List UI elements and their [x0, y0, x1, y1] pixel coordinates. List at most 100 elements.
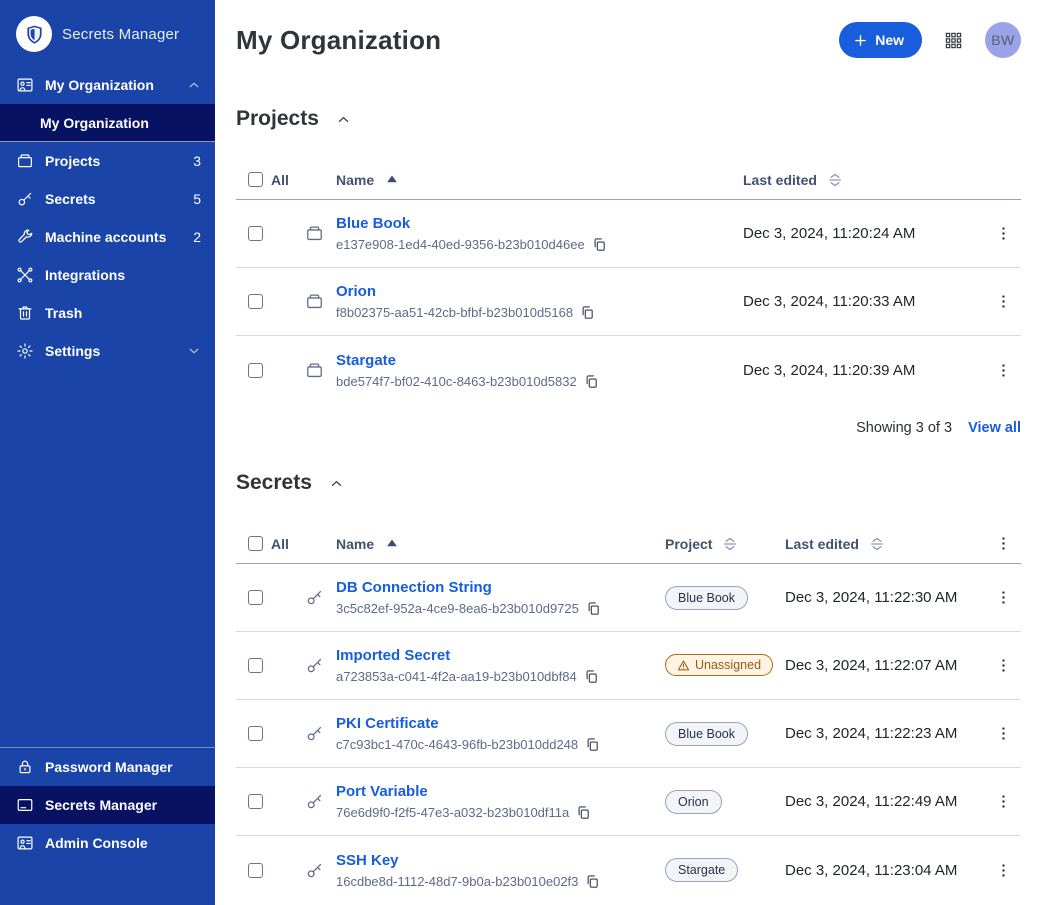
sidebar-item-label: Secrets Manager: [45, 797, 158, 813]
copy-icon[interactable]: [576, 805, 591, 820]
row-checkbox[interactable]: [248, 658, 263, 673]
secret-name-link[interactable]: Imported Secret: [336, 647, 451, 664]
kebab-icon: [995, 589, 1012, 606]
secret-name-link[interactable]: Port Variable: [336, 783, 428, 800]
sidebar-item-projects[interactable]: Projects 3: [0, 142, 215, 180]
sidebar-item-admin-console[interactable]: Admin Console: [0, 824, 215, 862]
app-switcher-button[interactable]: [942, 29, 965, 52]
row-checkbox[interactable]: [248, 362, 263, 378]
copy-icon[interactable]: [584, 374, 599, 389]
row-options-button[interactable]: [985, 358, 1021, 383]
trash-icon: [16, 304, 34, 322]
column-last-edited[interactable]: Last edited: [743, 171, 985, 189]
project-badge[interactable]: Stargate: [665, 858, 739, 882]
copy-icon[interactable]: [585, 874, 600, 889]
apps-grid-icon: [944, 31, 963, 50]
kebab-icon: [995, 535, 1012, 552]
row-checkbox[interactable]: [248, 590, 263, 605]
project-name-link[interactable]: Stargate: [336, 351, 397, 369]
select-all-checkbox[interactable]: [248, 536, 263, 551]
new-button[interactable]: New: [839, 22, 922, 58]
last-edited-value: Dec 3, 2024, 11:22:07 AM: [785, 657, 958, 674]
secrets-collapse-button[interactable]: [327, 474, 346, 493]
chevron-up-icon: [187, 78, 201, 92]
last-edited-value: Dec 3, 2024, 11:22:30 AM: [785, 589, 958, 606]
project-badge[interactable]: Blue Book: [665, 585, 748, 610]
row-checkbox[interactable]: [248, 794, 263, 809]
projects-collapse-button[interactable]: [334, 110, 353, 129]
view-all-link[interactable]: View all: [968, 420, 1021, 436]
unassigned-badge[interactable]: Unassigned: [665, 654, 774, 677]
copy-icon[interactable]: [584, 669, 599, 684]
last-edited-value: Dec 3, 2024, 11:20:33 AM: [743, 293, 916, 310]
project-badge[interactable]: Blue Book: [665, 721, 748, 746]
key-icon: [16, 190, 34, 208]
sidebar-group-my-organization[interactable]: My Organization: [0, 66, 215, 104]
row-checkbox[interactable]: [248, 726, 263, 741]
project-name-link[interactable]: Blue Book: [336, 215, 411, 232]
copy-icon[interactable]: [585, 737, 600, 752]
secret-name-link[interactable]: DB Connection String: [336, 579, 492, 596]
admin-console-icon: [16, 834, 34, 852]
avatar-initials: BW: [991, 32, 1015, 48]
project-badge[interactable]: Orion: [665, 789, 722, 814]
sidebar-item-label: Settings: [45, 343, 101, 359]
page-header: My Organization New BW: [236, 20, 1021, 60]
select-all-label: All: [271, 535, 289, 552]
key-icon: [305, 656, 324, 675]
key-icon: [305, 724, 324, 743]
row-checkbox[interactable]: [248, 294, 263, 309]
row-options-button[interactable]: [985, 289, 1021, 314]
table-row: Stargate bde574f7-bf02-410c-8463-b23b010…: [236, 336, 1021, 404]
product-name: Secrets Manager: [62, 25, 180, 43]
row-checkbox[interactable]: [248, 862, 263, 878]
sidebar-item-trash[interactable]: Trash: [0, 294, 215, 332]
last-edited-value: Dec 3, 2024, 11:22:23 AM: [785, 725, 958, 742]
sidebar: Secrets Manager My Organization My Organ…: [0, 0, 215, 905]
select-all-checkbox[interactable]: [248, 172, 263, 187]
column-last-edited[interactable]: Last edited: [785, 535, 985, 553]
table-options-button[interactable]: [985, 531, 1021, 556]
project-id: e137e908-1ed4-40ed-9356-b23b010d46ee: [336, 237, 585, 252]
row-options-button[interactable]: [985, 221, 1021, 246]
folder-icon: [305, 292, 324, 311]
row-checkbox[interactable]: [248, 226, 263, 241]
table-row: Imported Secret a723853a-c041-4f2a-aa19-…: [236, 632, 1021, 700]
folder-icon: [16, 152, 34, 170]
key-icon: [305, 588, 324, 607]
last-edited-value: Dec 3, 2024, 11:23:04 AM: [785, 861, 958, 879]
row-options-button[interactable]: [985, 858, 1021, 883]
copy-icon[interactable]: [592, 237, 607, 252]
column-project[interactable]: Project: [665, 535, 785, 553]
sidebar-item-secrets-manager[interactable]: Secrets Manager: [0, 786, 215, 824]
chevron-up-icon: [336, 112, 351, 127]
folder-icon: [305, 361, 324, 380]
sidebar-item-password-manager[interactable]: Password Manager: [0, 748, 215, 786]
sidebar-item-integrations[interactable]: Integrations: [0, 256, 215, 294]
product-switcher: Password Manager Secrets Manager Admin C…: [0, 747, 215, 905]
row-options-button[interactable]: [985, 789, 1021, 814]
sidebar-item-settings[interactable]: Settings: [0, 332, 215, 370]
copy-icon[interactable]: [586, 601, 601, 616]
column-name[interactable]: Name: [336, 535, 665, 553]
row-options-button[interactable]: [985, 721, 1021, 746]
copy-icon[interactable]: [580, 305, 595, 320]
folder-icon: [305, 224, 324, 243]
secret-name-link[interactable]: PKI Certificate: [336, 715, 439, 732]
row-options-button[interactable]: [985, 653, 1021, 678]
chevron-up-icon: [329, 476, 344, 491]
table-row: Orion f8b02375-aa51-42cb-bfbf-b23b010d51…: [236, 268, 1021, 336]
sidebar-item-secrets[interactable]: Secrets 5: [0, 180, 215, 218]
last-edited-value: Dec 3, 2024, 11:20:39 AM: [743, 361, 916, 379]
table-row: DB Connection String 3c5c82ef-952a-4ce9-…: [236, 564, 1021, 632]
column-name[interactable]: Name: [336, 171, 743, 189]
secret-name-link[interactable]: SSH Key: [336, 851, 399, 869]
secrets-section-header: Secrets: [236, 468, 1021, 498]
sidebar-item-my-organization-active[interactable]: My Organization: [0, 104, 215, 142]
avatar[interactable]: BW: [985, 22, 1021, 58]
secret-id: c7c93bc1-470c-4643-96fb-b23b010dd248: [336, 737, 579, 752]
row-options-button[interactable]: [985, 585, 1021, 610]
secrets-count: 5: [193, 191, 201, 207]
sidebar-item-machine-accounts[interactable]: Machine accounts 2: [0, 218, 215, 256]
project-name-link[interactable]: Orion: [336, 283, 376, 300]
